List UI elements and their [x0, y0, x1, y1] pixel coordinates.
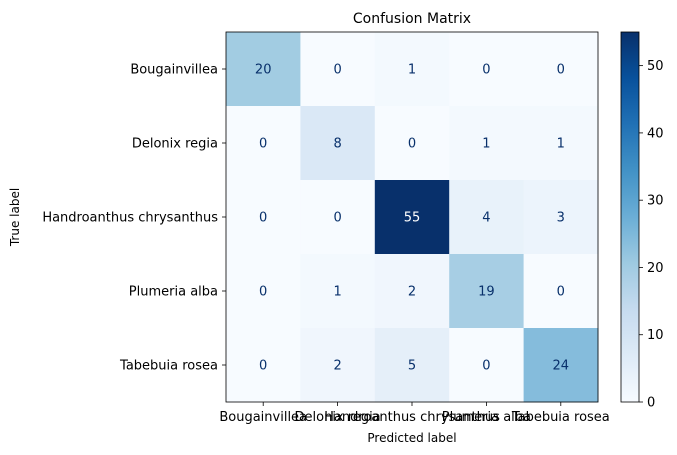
- heatmap-cell: [523, 32, 599, 107]
- cell-value-label: 8: [333, 137, 341, 152]
- cell-value-label: 0: [259, 285, 267, 300]
- colorbar-tick-label: 30: [647, 194, 664, 209]
- heatmap-cell: [374, 32, 450, 107]
- heatmap-cell: [226, 32, 301, 107]
- heatmap-cell: [226, 106, 301, 181]
- heatmap-cell: [226, 328, 301, 403]
- cell-value-label: 1: [557, 137, 565, 152]
- colorbar-tick-label: 20: [647, 261, 664, 276]
- heatmap-cell: [523, 328, 599, 403]
- cell-value-label: 0: [408, 137, 416, 152]
- heatmap-cell: [300, 106, 376, 181]
- cell-value-label: 20: [255, 63, 272, 78]
- cell-value-label: 0: [333, 63, 341, 78]
- colorbar-tick-label: 10: [647, 328, 664, 343]
- heatmap-cell: [226, 180, 301, 255]
- y-axis-label: True label: [8, 188, 22, 247]
- y-tick-label: Delonix regia: [132, 137, 218, 152]
- heatmap-cell: [300, 180, 376, 255]
- cell-value-label: 1: [482, 137, 490, 152]
- x-axis-label: Predicted label: [367, 431, 456, 445]
- cell-value-label: 19: [478, 285, 495, 300]
- cell-value-label: 0: [259, 359, 267, 374]
- heatmap-cell: [449, 254, 525, 329]
- heatmap-cell: [523, 180, 599, 255]
- cell-value-label: 24: [553, 359, 570, 374]
- y-tick-label: Tabebuia rosea: [119, 359, 218, 374]
- colorbar-tick-label: 50: [647, 59, 664, 74]
- heatmap-cell: [300, 254, 376, 329]
- heatmap-cell: [374, 180, 450, 255]
- cell-value-label: 0: [482, 63, 490, 78]
- heatmap-cell: [523, 254, 599, 329]
- heatmap-cell: [523, 106, 599, 181]
- y-axis: Bougainvillea Delonix regia Handroanthus c…: [42, 63, 226, 374]
- cell-value-label: 3: [557, 211, 565, 226]
- chart-title: Confusion Matrix: [353, 11, 471, 27]
- heatmap-cell: [374, 106, 450, 181]
- x-tick-label: Tabebuia rosea: [511, 410, 610, 425]
- x-tick-label: Delonix regia: [295, 410, 381, 425]
- cell-value-label: 5: [408, 359, 416, 374]
- colorbar-axis: 0 10 20 30 40 50: [639, 59, 664, 411]
- cell-value-label: 1: [333, 285, 341, 300]
- cell-value-label: 0: [259, 211, 267, 226]
- heatmap-cell: [449, 328, 525, 403]
- y-tick-label: Plumeria alba: [129, 285, 218, 300]
- heatmap-cell: [300, 32, 376, 107]
- heatmap-cell: [449, 106, 525, 181]
- cell-value-label: 2: [333, 359, 341, 374]
- colorbar: [620, 31, 640, 403]
- cell-value-label: 2: [408, 285, 416, 300]
- cell-value-label: 0: [557, 285, 565, 300]
- x-tick-label: Handroanthus chrysanthus: [324, 410, 500, 425]
- x-tick-label: Bougainvillea: [219, 410, 307, 425]
- cell-value-label: 0: [259, 137, 267, 152]
- x-tick-label: Plumeria alba: [442, 410, 531, 425]
- y-tick-label: Bougainvillea: [130, 63, 218, 78]
- heatmap-cell: [374, 328, 450, 403]
- cell-value-label: 0: [333, 211, 341, 226]
- cell-value-label: 0: [482, 359, 490, 374]
- heatmap-cell: [226, 254, 301, 329]
- y-tick-label: Handroanthus chrysanthus: [42, 211, 218, 226]
- heatmap-cells: 20 0 1 0 0 0 8 0 1 1 0 0 55 4 3 0 1 2 19 0 0 2 5 0 24: [226, 32, 599, 403]
- cell-value-label: 55: [404, 211, 421, 226]
- cell-value-label: 0: [557, 63, 565, 78]
- heatmap-cell: [449, 180, 525, 255]
- heatmap-cell: [300, 328, 376, 403]
- cell-value-label: 1: [408, 63, 416, 78]
- colorbar-tick-label: 40: [647, 126, 664, 141]
- colorbar-tick-label: 0: [647, 396, 655, 411]
- cell-value-label: 4: [482, 211, 490, 226]
- heatmap-cell: [374, 254, 450, 329]
- heatmap-cell: [449, 32, 525, 107]
